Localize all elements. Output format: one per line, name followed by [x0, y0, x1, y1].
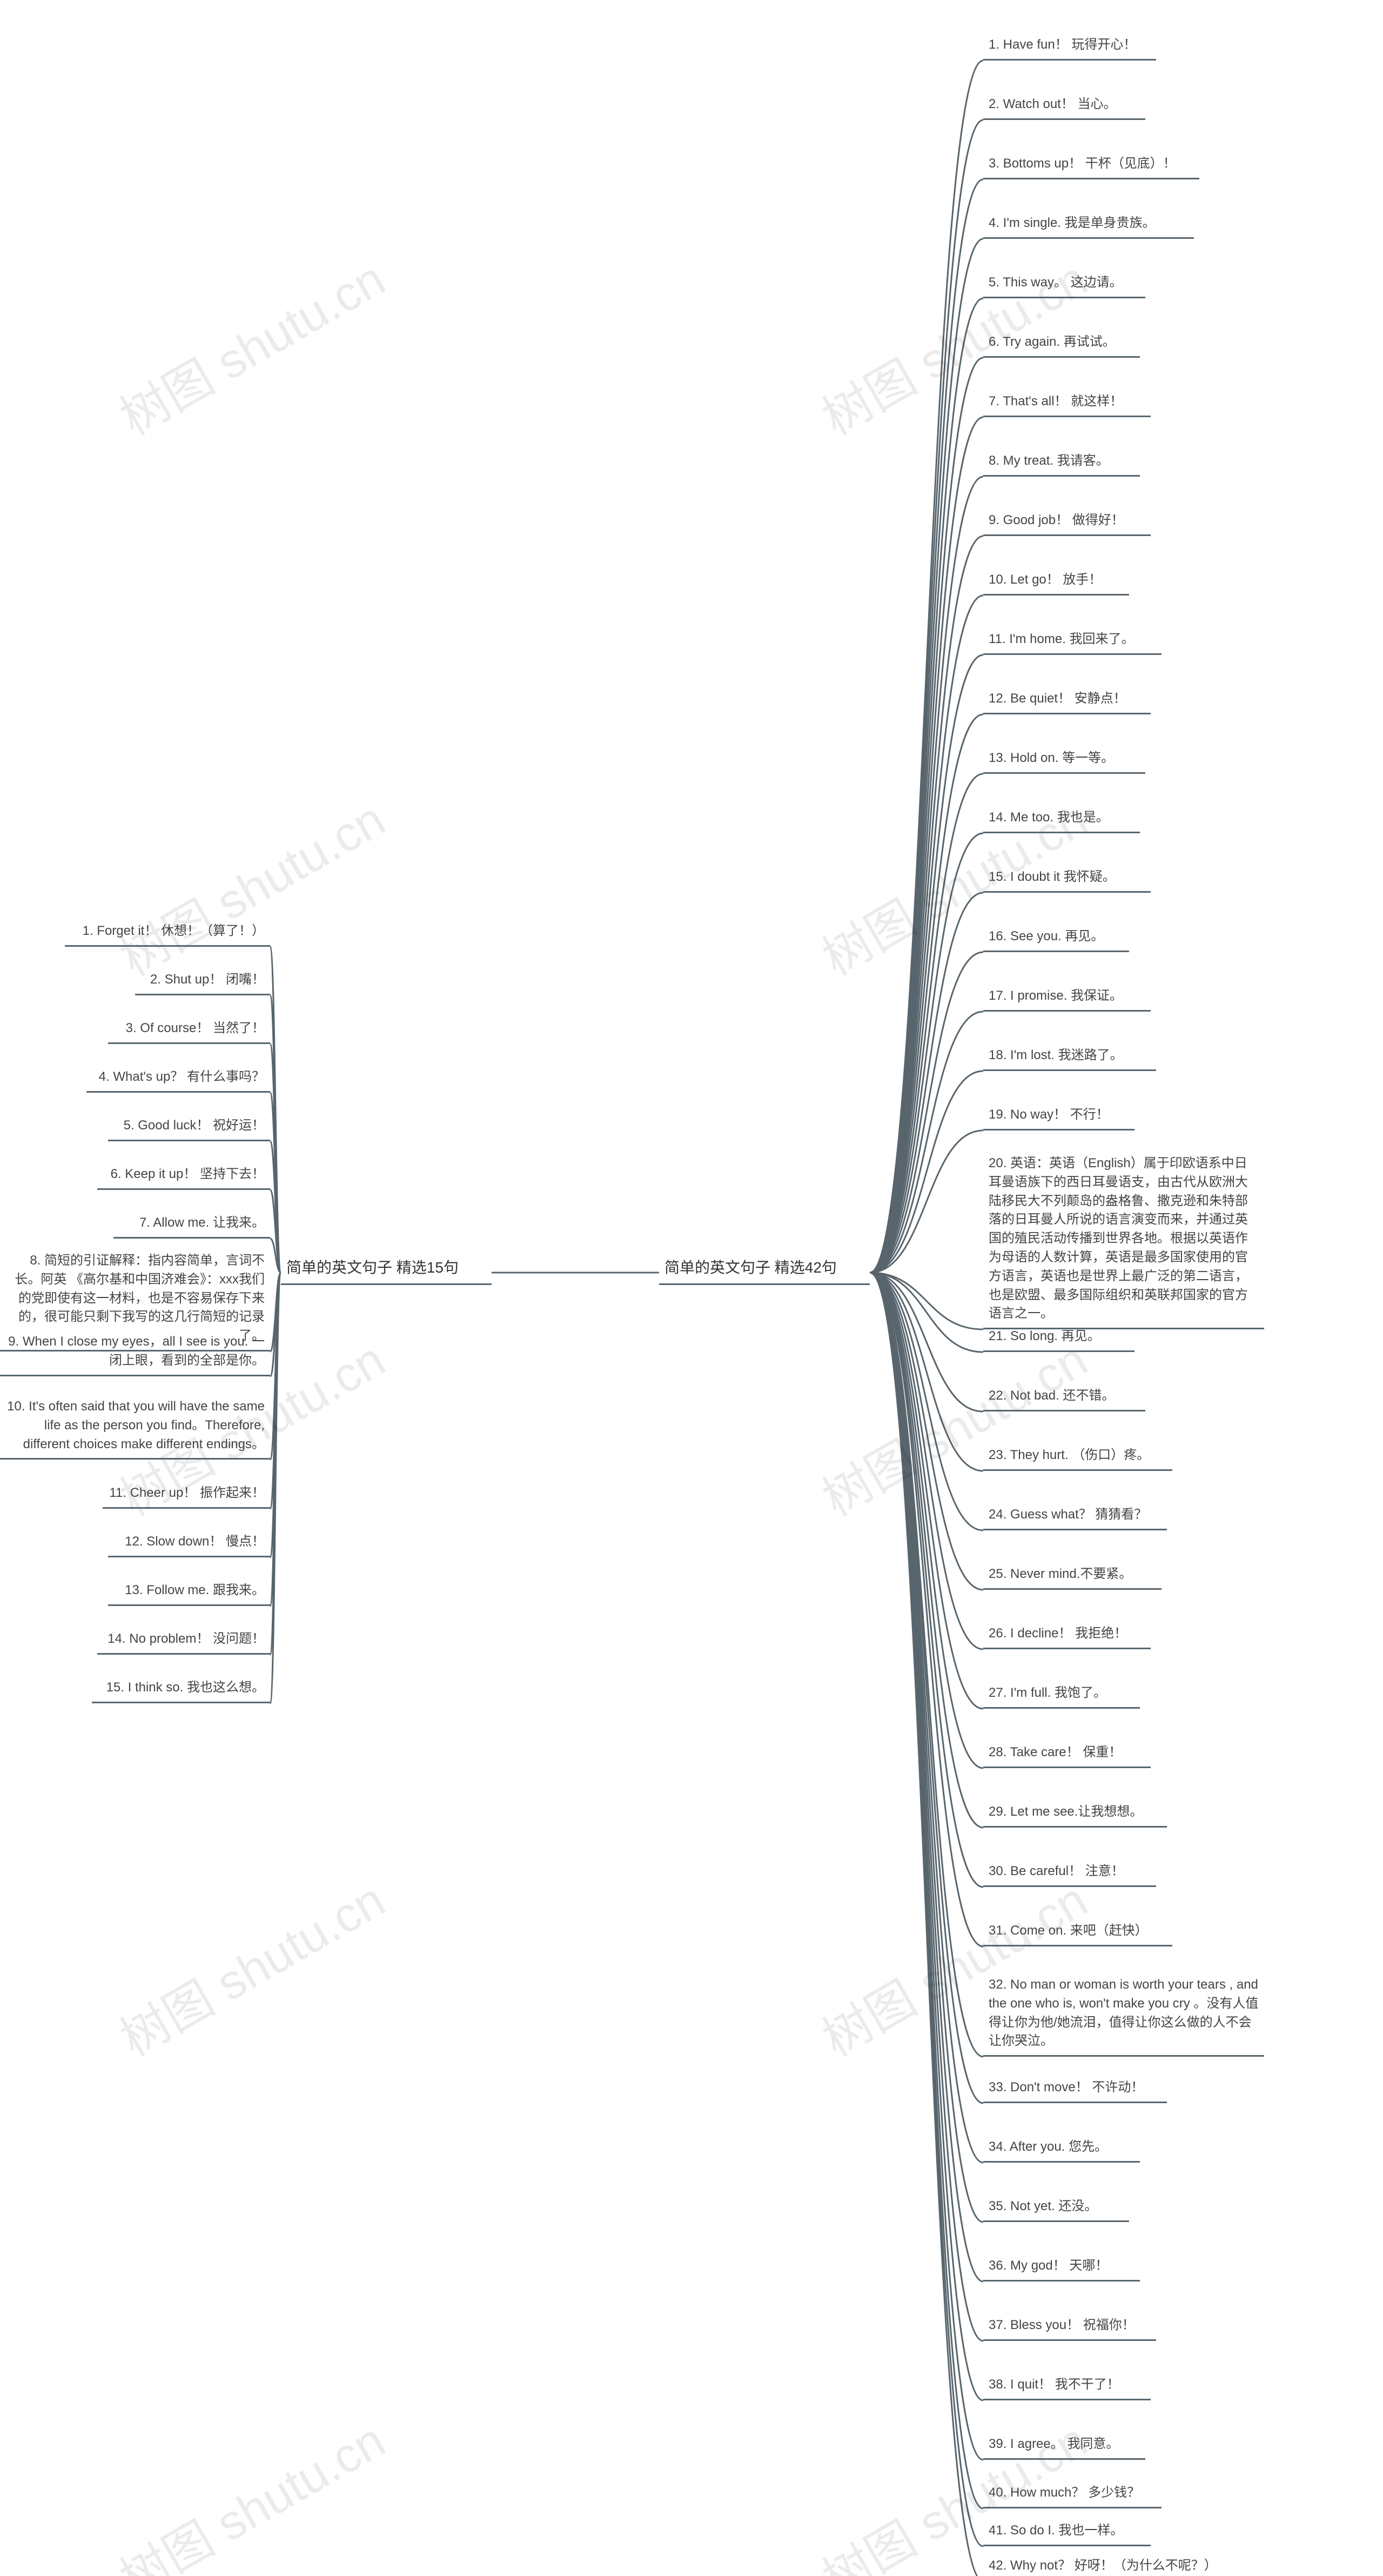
right-leaf: 25. Never mind.不要紧。: [983, 1562, 1162, 1590]
right-leaf: 40. How much？ 多少钱？: [983, 2480, 1162, 2508]
right-leaf: 7. That's all！ 就这样！: [983, 389, 1151, 417]
right-leaf: 37. Bless you！ 祝福你！: [983, 2313, 1156, 2341]
left-leaf: 2. Shut up！ 闭嘴！: [135, 967, 270, 995]
right-leaf: 26. I decline！ 我拒绝！: [983, 1621, 1151, 1649]
right-leaf: 35. Not yet. 还没。: [983, 2194, 1129, 2222]
right-leaf: 32. No man or woman is worth your tears …: [983, 1972, 1264, 2057]
left-leaf: 5. Good luck！ 祝好运！: [108, 1113, 270, 1141]
right-leaf: 10. Let go！ 放手！: [983, 567, 1129, 596]
mindmap-canvas: 树图 shutu.cn 树图 shutu.cn 树图 shutu.cn 树图 shut…: [0, 0, 1383, 2576]
right-leaf: 2. Watch out！ 当心。: [983, 92, 1145, 120]
right-leaf: 1. Have fun！ 玩得开心！: [983, 32, 1156, 61]
right-leaf: 30. Be careful！ 注意！: [983, 1859, 1156, 1887]
right-leaf: 39. I agree。 我同意。: [983, 2432, 1145, 2460]
right-leaf: 31. Come on. 来吧（赶快）: [983, 1918, 1172, 1946]
right-leaf: 23. They hurt. （伤口）疼。: [983, 1443, 1172, 1471]
right-leaf: 9. Good job！ 做得好！: [983, 508, 1151, 536]
left-leaf: 3. Of course！ 当然了！: [108, 1016, 270, 1044]
left-leaf: 14. No problem！ 没问题！: [97, 1627, 270, 1655]
right-leaf: 14. Me too. 我也是。: [983, 805, 1140, 833]
watermark: 树图 shutu.cn: [105, 240, 395, 449]
left-leaf: 7. Allow me. 让我来。: [113, 1210, 270, 1239]
right-leaf: 29. Let me see.让我想想。: [983, 1799, 1167, 1828]
left-leaf: 4. What's up？ 有什么事吗？: [86, 1065, 270, 1093]
right-leaf: 12. Be quiet！ 安静点！: [983, 686, 1151, 714]
center-right-node: 简单的英文句子 精选42句: [659, 1254, 870, 1285]
right-leaf: 19. No way！ 不行！: [983, 1102, 1134, 1130]
left-leaf: 6. Keep it up！ 坚持下去！: [97, 1162, 270, 1190]
right-leaf: 8. My treat. 我请客。: [983, 449, 1140, 477]
right-leaf: 24. Guess what？ 猜猜看？: [983, 1502, 1167, 1530]
right-leaf: 28. Take care！ 保重！: [983, 1740, 1151, 1768]
left-leaf: 11. Cheer up！ 振作起来！: [103, 1481, 270, 1509]
right-leaf: 16. See you. 再见。: [983, 924, 1129, 952]
left-leaf: 1. Forget it！ 休想！（算了！）: [65, 919, 270, 947]
right-leaf: 21. So long. 再见。: [983, 1324, 1134, 1352]
right-leaf: 3. Bottoms up！ 干杯（见底）！: [983, 151, 1199, 179]
right-leaf: 36. My god！ 天哪！: [983, 2253, 1140, 2281]
right-leaf: 4. I'm single. 我是单身贵族。: [983, 211, 1194, 239]
right-leaf: 15. I doubt it 我怀疑。: [983, 865, 1151, 893]
right-leaf: 34. After you. 您先。: [983, 2135, 1140, 2163]
watermark: 树图 shutu.cn: [105, 2402, 395, 2576]
right-leaf: 27. I'm full. 我饱了。: [983, 1681, 1140, 1709]
left-leaf: 10. It's often said that you will have t…: [0, 1394, 270, 1460]
right-leaf: 42. Why not？ 好呀！（为什么不呢？）: [983, 2553, 1243, 2576]
watermark: 树图 shutu.cn: [808, 1321, 1098, 1529]
right-leaf: 22. Not bad. 还不错。: [983, 1383, 1145, 1411]
right-leaf: 17. I promise. 我保证。: [983, 983, 1151, 1012]
right-leaf: 11. I'm home. 我回来了。: [983, 627, 1162, 655]
right-leaf: 38. I quit！ 我不干了！: [983, 2372, 1151, 2400]
left-leaf: 13. Follow me. 跟我来。: [108, 1578, 270, 1606]
right-leaf: 20. 英语：英语（English）属于印欧语系中日耳曼语族下的西日耳曼语支，由…: [983, 1151, 1264, 1329]
watermark: 树图 shutu.cn: [105, 1862, 395, 2070]
watermark: 树图 shutu.cn: [105, 781, 395, 989]
right-leaf: 13. Hold on. 等一等。: [983, 746, 1145, 774]
right-leaf: 6. Try again. 再试试。: [983, 330, 1140, 358]
right-leaf: 18. I'm lost. 我迷路了。: [983, 1043, 1156, 1071]
left-leaf: 12. Slow down！ 慢点！: [108, 1529, 270, 1557]
right-leaf: 5. This way。 这边请。: [983, 270, 1145, 298]
right-leaf: 41. So do I. 我也一样。: [983, 2518, 1151, 2546]
center-left-node: 简单的英文句子 精选15句: [281, 1254, 492, 1285]
right-leaf: 33. Don't move！ 不许动！: [983, 2075, 1167, 2103]
left-leaf: 9. When I close my eyes，all I see is you…: [0, 1329, 270, 1376]
left-leaf: 15. I think so. 我也这么想。: [92, 1675, 270, 1703]
